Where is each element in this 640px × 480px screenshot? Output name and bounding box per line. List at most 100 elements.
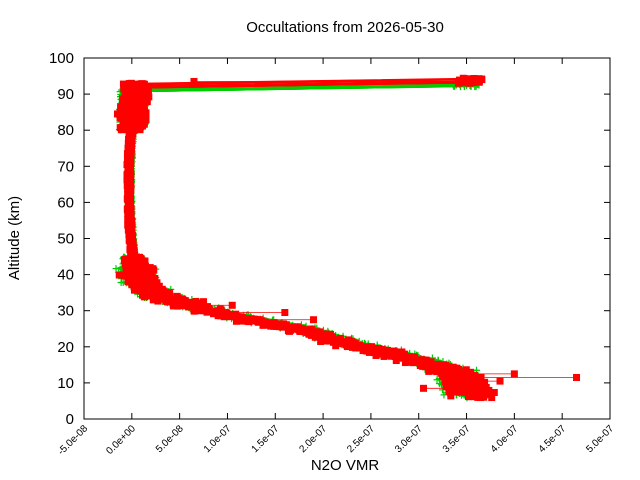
data-point [468,380,476,388]
data-point [124,278,132,286]
series-line [118,81,472,396]
data-point [428,367,436,375]
data-point [123,91,131,99]
data-point [440,361,448,369]
x-tick-label: 3.5e-07 [441,423,473,455]
data-point [128,144,136,152]
series-line [120,84,469,394]
data-point [127,204,135,212]
series-line [121,86,476,396]
data-point [126,210,134,218]
data-point [471,371,479,379]
series-line [122,81,489,391]
series-line [125,83,480,393]
data-point [485,386,493,394]
series-line [128,82,485,397]
data-point [416,362,424,370]
data-point [364,343,372,351]
data-point [147,270,155,278]
data-point [126,225,134,233]
data-point [153,279,161,287]
data-point [383,346,391,354]
data-point [510,370,518,378]
series-line [118,81,470,396]
data-point [310,316,318,324]
series-line [119,84,477,394]
plot-frame [83,57,611,420]
series-line [124,78,475,393]
data-point [125,119,133,127]
data-point [446,377,454,385]
series-line [114,81,477,391]
data-point [422,356,430,364]
data-point [128,111,136,119]
series-line [119,86,471,396]
data-point [468,78,476,86]
data-point [123,125,131,133]
data-point [140,115,148,123]
series-line [119,80,480,395]
series-line [124,81,484,396]
data-point [455,381,463,389]
data-point [450,378,458,386]
data-point [124,189,132,197]
data-point [467,376,475,384]
data-point [126,194,134,202]
data-point [121,256,129,264]
data-point [125,215,133,223]
data-point [200,298,208,306]
data-point [217,306,225,314]
x-axis-label: N2O VMR [311,457,380,474]
data-point [124,98,132,106]
data-point [133,255,141,263]
data-point [113,110,121,118]
series-line [123,78,481,398]
data-point [137,280,145,288]
data-point [210,308,218,316]
data-point [154,297,162,305]
data-point [232,317,240,325]
data-point [451,382,459,390]
series-line [118,83,471,393]
data-point [120,120,128,128]
data-point [427,358,435,366]
x-tick-label: 5.0e-07 [584,423,616,455]
data-point [409,359,417,367]
series-line [119,84,478,399]
data-point [472,379,480,387]
data-point [345,336,353,344]
data-point [126,199,134,207]
series-line [126,79,472,394]
series-line [119,84,471,394]
data-point [147,275,155,283]
x-tick-label: 0.0e+00 [104,423,138,457]
data-point [446,383,454,391]
data-point [459,74,467,82]
data-point [138,119,146,127]
data-point [128,265,136,273]
data-point [129,99,137,107]
series-line [119,80,488,396]
series-line [117,85,471,394]
y-tick-label: 70 [57,158,74,175]
data-point [190,77,198,85]
data-point [313,331,321,339]
data-point [126,235,134,243]
series-line [119,85,477,395]
series-line [122,78,482,398]
x-tick-label: 1.0e-07 [202,423,234,455]
data-point [342,341,350,349]
data-point [127,129,135,137]
series-line [120,82,468,397]
series-line [122,77,472,398]
data-point [140,285,148,293]
data-point [144,264,152,272]
data-point [126,106,134,114]
series-line [119,78,495,398]
data-point [142,109,150,117]
data-point [356,342,364,350]
x-tick-label: 2.5e-07 [345,423,377,455]
data-point [462,366,470,374]
data-point [127,149,135,157]
x-tick-label: 1.5e-07 [250,423,282,455]
